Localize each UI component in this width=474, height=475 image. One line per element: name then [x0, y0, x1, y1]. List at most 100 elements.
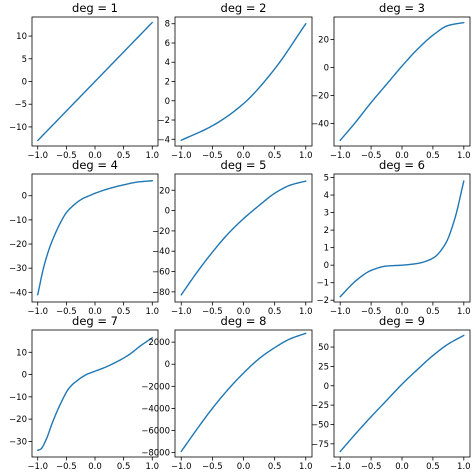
x-tick-label: 0.0	[395, 462, 409, 472]
subplot-6: deg = 6 −1.0 −0.5 0.0 0.5 1.0 5 4 3 2 1 0 −1 −2	[316, 158, 470, 317]
y-tick-label: 6	[165, 39, 170, 49]
x-tick-label: 0.0	[395, 151, 409, 161]
y-tick-label: 0	[22, 192, 27, 202]
y-tick-label: 2	[324, 226, 329, 236]
x-tick-label: 0.0	[88, 307, 102, 317]
subplot-title: deg = 4	[72, 158, 118, 172]
x-tick-label: 0.5	[117, 151, 131, 161]
y-tick-label: −40	[311, 120, 329, 130]
y-tick-label: 10	[16, 348, 27, 358]
x-tick-label: −1.0	[171, 151, 192, 161]
y-tick-label: −20	[9, 240, 27, 250]
y-tick-label: −2	[157, 116, 170, 126]
x-tick-label: −1.0	[171, 307, 192, 317]
y-tick-label: 0	[324, 261, 329, 271]
y-tick-label: −10	[9, 393, 27, 403]
x-tick-label: 0.5	[117, 462, 131, 472]
x-tick-label: −1.0	[171, 462, 192, 472]
plot-frame	[174, 329, 313, 458]
subplot-title: deg = 1	[72, 1, 118, 15]
x-tick-label: 1.0	[146, 462, 160, 472]
y-tick-label: 2000	[148, 338, 170, 348]
x-tick-label: −1.0	[27, 462, 48, 472]
x-tick-label: 1.0	[457, 151, 471, 161]
y-tick-label: −25	[311, 401, 329, 411]
x-tick-label: 0.5	[117, 307, 131, 317]
series-line	[339, 334, 465, 453]
y-tick-label: 4	[165, 58, 170, 68]
y-tick-label: 20	[318, 35, 329, 45]
x-tick-label: −0.5	[56, 307, 77, 317]
x-tick-label: −1.0	[330, 307, 351, 317]
y-tick-label: −50	[311, 420, 329, 430]
y-tick-label: 5	[22, 55, 27, 65]
y-tick-label: 0	[22, 371, 27, 381]
x-tick-label: 1.0	[299, 307, 313, 317]
x-tick-label: 1.0	[146, 151, 160, 161]
y-tick-label: −60	[152, 268, 170, 278]
x-tick-label: 0.5	[426, 462, 440, 472]
y-tick-label: −20	[9, 415, 27, 425]
subplot-title: deg = 9	[379, 314, 425, 328]
series-line	[180, 23, 307, 141]
x-tick-label: −0.5	[202, 307, 223, 317]
x-tick-label: 1.0	[299, 462, 313, 472]
x-tick-label: −0.5	[56, 462, 77, 472]
subplot-9: deg = 9 −1.0 −0.5 0.0 0.5 1.0 50 25 0 −25 −50 −75	[311, 314, 471, 472]
y-tick-label: −1	[316, 279, 329, 289]
subplot-4: deg = 4 −1.0 −0.5 0.0 0.5 1.0 0 −10 −20 −30 −40	[9, 158, 159, 317]
subplot-title: deg = 6	[379, 158, 425, 172]
subplot-title: deg = 8	[221, 314, 267, 328]
y-tick-label: 25	[318, 362, 329, 372]
plot-frame	[333, 16, 471, 147]
x-tick-label: 1.0	[457, 307, 471, 317]
y-tick-label: −40	[9, 288, 27, 298]
series-line	[180, 332, 307, 453]
y-tick-label: −75	[311, 440, 329, 450]
series-line	[37, 180, 153, 296]
y-tick-label: −20	[152, 227, 170, 237]
y-tick-label: −6000	[141, 426, 170, 436]
y-tick-label: −40	[152, 247, 170, 257]
y-tick-label: 1	[324, 244, 329, 254]
y-tick-label: −5	[14, 100, 27, 110]
y-tick-label: 0	[165, 360, 170, 370]
x-tick-label: −1.0	[330, 462, 351, 472]
y-tick-label: 4	[324, 191, 329, 201]
y-tick-label: −4000	[141, 404, 170, 414]
subplot-title: deg = 3	[379, 1, 425, 15]
x-tick-label: 0.5	[268, 307, 282, 317]
series-line	[37, 337, 153, 452]
y-tick-label: 3	[324, 209, 329, 219]
series-line	[339, 180, 465, 298]
y-tick-label: −10	[9, 216, 27, 226]
x-tick-label: 1.0	[146, 307, 160, 317]
x-tick-label: 0.0	[88, 151, 102, 161]
x-tick-label: −0.5	[56, 151, 77, 161]
x-tick-label: 0.0	[237, 151, 251, 161]
y-tick-label: 0	[165, 207, 170, 217]
y-tick-label: −80	[152, 288, 170, 298]
y-tick-label: 0	[324, 63, 329, 73]
subplot-3: deg = 3 −1.0 −0.5 0.0 0.5 1.0 20 0 −20 −40	[311, 1, 471, 161]
series-line	[37, 21, 153, 142]
subplot-1: deg = 1 −1.0 −0.5 0.0 0.5 1.0 10 5 0 −5 −10	[9, 1, 159, 161]
subplot-8: deg = 8 −1.0 −0.5 0.0 0.5 1.0 2000 0 −2000 −4000 −…	[141, 314, 312, 472]
x-tick-label: −1.0	[330, 151, 351, 161]
y-tick-label: −30	[9, 264, 27, 274]
y-tick-label: 8	[165, 20, 170, 30]
x-tick-label: 0.5	[268, 151, 282, 161]
plot-frame	[333, 329, 471, 458]
y-tick-label: −4	[157, 135, 170, 145]
subplot-title: deg = 2	[221, 1, 267, 15]
x-tick-label: −0.5	[361, 307, 382, 317]
subplot-title: deg = 7	[72, 314, 118, 328]
plot-frame	[31, 329, 159, 458]
y-tick-label: 10	[16, 32, 27, 42]
y-tick-label: −10	[9, 123, 27, 133]
y-tick-label: 0	[165, 97, 170, 107]
y-tick-label: 0	[324, 382, 329, 392]
x-tick-label: 0.0	[237, 462, 251, 472]
x-tick-label: −0.5	[361, 462, 382, 472]
